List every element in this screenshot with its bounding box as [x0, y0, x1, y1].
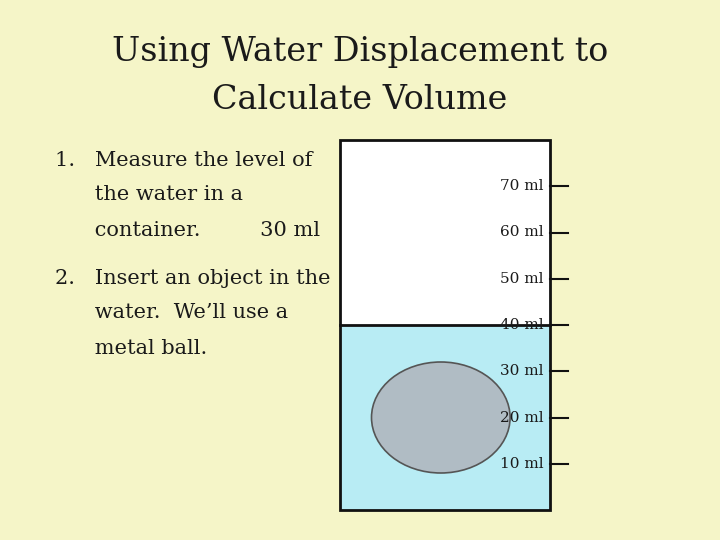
Text: the water in a: the water in a — [55, 186, 243, 205]
Text: Calculate Volume: Calculate Volume — [212, 84, 508, 116]
Text: 60 ml: 60 ml — [500, 226, 544, 240]
Text: 20 ml: 20 ml — [500, 410, 544, 424]
Text: 70 ml: 70 ml — [500, 179, 544, 193]
Text: 1.   Measure the level of: 1. Measure the level of — [55, 151, 312, 170]
Text: Using Water Displacement to: Using Water Displacement to — [112, 36, 608, 68]
Text: 2.   Insert an object in the: 2. Insert an object in the — [55, 268, 330, 287]
Bar — [340, 325, 550, 510]
Ellipse shape — [372, 362, 510, 473]
Text: 40 ml: 40 ml — [500, 318, 544, 332]
Text: water.  We’ll use a: water. We’ll use a — [55, 303, 288, 322]
Text: 30 ml: 30 ml — [500, 364, 544, 378]
Text: metal ball.: metal ball. — [55, 339, 207, 357]
Bar — [340, 140, 550, 510]
Text: 50 ml: 50 ml — [500, 272, 544, 286]
Text: 10 ml: 10 ml — [500, 457, 544, 471]
Bar — [340, 140, 550, 325]
Text: container.         30 ml: container. 30 ml — [55, 220, 320, 240]
